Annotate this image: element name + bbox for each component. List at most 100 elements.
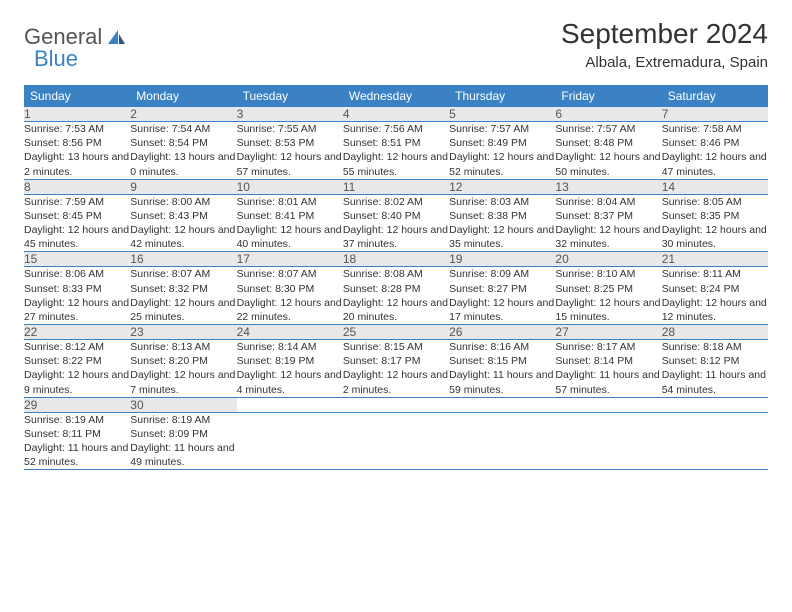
sunrise-text: Sunrise: 7:58 AM (662, 122, 768, 136)
day-detail-cell: Sunrise: 8:09 AMSunset: 8:27 PMDaylight:… (449, 267, 555, 325)
day-detail-cell: Sunrise: 8:03 AMSunset: 8:38 PMDaylight:… (449, 194, 555, 252)
day-number-row: 1234567 (24, 107, 768, 122)
day-number-cell (343, 397, 449, 412)
day-detail-cell (237, 412, 343, 470)
sunset-text: Sunset: 8:46 PM (662, 136, 768, 150)
day-number-cell: 22 (24, 325, 130, 340)
sunrise-text: Sunrise: 8:13 AM (130, 340, 236, 354)
day-number-cell: 30 (130, 397, 236, 412)
day-number-cell: 14 (662, 179, 768, 194)
day-number-cell (449, 397, 555, 412)
sunrise-text: Sunrise: 8:01 AM (237, 195, 343, 209)
day-detail-cell: Sunrise: 8:08 AMSunset: 8:28 PMDaylight:… (343, 267, 449, 325)
day-detail-cell: Sunrise: 7:59 AMSunset: 8:45 PMDaylight:… (24, 194, 130, 252)
day-number-cell: 18 (343, 252, 449, 267)
day-detail-cell: Sunrise: 7:58 AMSunset: 8:46 PMDaylight:… (662, 122, 768, 180)
daylight-text: Daylight: 12 hours and 42 minutes. (130, 223, 236, 251)
day-number-cell: 1 (24, 107, 130, 122)
day-detail-cell: Sunrise: 7:55 AMSunset: 8:53 PMDaylight:… (237, 122, 343, 180)
sunset-text: Sunset: 8:22 PM (24, 354, 130, 368)
sunset-text: Sunset: 8:28 PM (343, 282, 449, 296)
sunrise-text: Sunrise: 7:56 AM (343, 122, 449, 136)
sunset-text: Sunset: 8:38 PM (449, 209, 555, 223)
day-detail-cell: Sunrise: 8:19 AMSunset: 8:11 PMDaylight:… (24, 412, 130, 470)
title-block: September 2024 Albala, Extremadura, Spai… (561, 18, 768, 71)
sunset-text: Sunset: 8:56 PM (24, 136, 130, 150)
sunset-text: Sunset: 8:53 PM (237, 136, 343, 150)
sunset-text: Sunset: 8:15 PM (449, 354, 555, 368)
sunset-text: Sunset: 8:11 PM (24, 427, 130, 441)
sunset-text: Sunset: 8:48 PM (555, 136, 661, 150)
daylight-text: Daylight: 11 hours and 49 minutes. (130, 441, 236, 469)
day-detail-cell: Sunrise: 8:18 AMSunset: 8:12 PMDaylight:… (662, 340, 768, 398)
day-detail-row: Sunrise: 7:59 AMSunset: 8:45 PMDaylight:… (24, 194, 768, 252)
day-number-cell: 29 (24, 397, 130, 412)
day-number-cell: 3 (237, 107, 343, 122)
daylight-text: Daylight: 11 hours and 54 minutes. (662, 368, 768, 396)
sunrise-text: Sunrise: 8:02 AM (343, 195, 449, 209)
day-number-cell (237, 397, 343, 412)
day-number-cell (555, 397, 661, 412)
day-detail-cell (449, 412, 555, 470)
day-number-cell: 8 (24, 179, 130, 194)
sunset-text: Sunset: 8:25 PM (555, 282, 661, 296)
day-number-cell: 7 (662, 107, 768, 122)
sunset-text: Sunset: 8:37 PM (555, 209, 661, 223)
day-detail-row: Sunrise: 8:19 AMSunset: 8:11 PMDaylight:… (24, 412, 768, 470)
day-number-cell: 5 (449, 107, 555, 122)
sunrise-text: Sunrise: 8:14 AM (237, 340, 343, 354)
day-detail-cell (555, 412, 661, 470)
daylight-text: Daylight: 12 hours and 15 minutes. (555, 296, 661, 324)
day-detail-cell: Sunrise: 7:54 AMSunset: 8:54 PMDaylight:… (130, 122, 236, 180)
sunset-text: Sunset: 8:41 PM (237, 209, 343, 223)
sunset-text: Sunset: 8:54 PM (130, 136, 236, 150)
logo-text-2-wrap: Blue (34, 46, 78, 72)
sunrise-text: Sunrise: 8:19 AM (130, 413, 236, 427)
sunset-text: Sunset: 8:35 PM (662, 209, 768, 223)
sunrise-text: Sunrise: 8:17 AM (555, 340, 661, 354)
sunrise-text: Sunrise: 8:05 AM (662, 195, 768, 209)
day-detail-cell: Sunrise: 8:15 AMSunset: 8:17 PMDaylight:… (343, 340, 449, 398)
day-detail-cell: Sunrise: 8:13 AMSunset: 8:20 PMDaylight:… (130, 340, 236, 398)
sunset-text: Sunset: 8:09 PM (130, 427, 236, 441)
sunrise-text: Sunrise: 8:18 AM (662, 340, 768, 354)
weekday-header: Thursday (449, 85, 555, 107)
day-number-cell: 24 (237, 325, 343, 340)
daylight-text: Daylight: 12 hours and 22 minutes. (237, 296, 343, 324)
daylight-text: Daylight: 12 hours and 25 minutes. (130, 296, 236, 324)
day-number-row: 891011121314 (24, 179, 768, 194)
daylight-text: Daylight: 12 hours and 2 minutes. (343, 368, 449, 396)
header: General September 2024 Albala, Extremadu… (24, 18, 768, 71)
day-number-cell: 26 (449, 325, 555, 340)
sunset-text: Sunset: 8:27 PM (449, 282, 555, 296)
day-detail-cell: Sunrise: 8:16 AMSunset: 8:15 PMDaylight:… (449, 340, 555, 398)
daylight-text: Daylight: 12 hours and 40 minutes. (237, 223, 343, 251)
day-number-cell: 10 (237, 179, 343, 194)
day-number-cell: 19 (449, 252, 555, 267)
day-detail-cell: Sunrise: 8:02 AMSunset: 8:40 PMDaylight:… (343, 194, 449, 252)
sunset-text: Sunset: 8:20 PM (130, 354, 236, 368)
sunset-text: Sunset: 8:49 PM (449, 136, 555, 150)
sunrise-text: Sunrise: 8:07 AM (237, 267, 343, 281)
sunset-text: Sunset: 8:12 PM (662, 354, 768, 368)
sunrise-text: Sunrise: 7:57 AM (555, 122, 661, 136)
day-number-cell: 15 (24, 252, 130, 267)
day-detail-cell: Sunrise: 8:12 AMSunset: 8:22 PMDaylight:… (24, 340, 130, 398)
day-detail-cell: Sunrise: 8:19 AMSunset: 8:09 PMDaylight:… (130, 412, 236, 470)
day-detail-cell: Sunrise: 7:57 AMSunset: 8:48 PMDaylight:… (555, 122, 661, 180)
sunrise-text: Sunrise: 8:11 AM (662, 267, 768, 281)
day-detail-cell: Sunrise: 7:56 AMSunset: 8:51 PMDaylight:… (343, 122, 449, 180)
day-detail-cell: Sunrise: 8:05 AMSunset: 8:35 PMDaylight:… (662, 194, 768, 252)
day-detail-cell: Sunrise: 8:01 AMSunset: 8:41 PMDaylight:… (237, 194, 343, 252)
sunrise-text: Sunrise: 8:00 AM (130, 195, 236, 209)
day-number-cell: 11 (343, 179, 449, 194)
sunrise-text: Sunrise: 8:03 AM (449, 195, 555, 209)
daylight-text: Daylight: 12 hours and 32 minutes. (555, 223, 661, 251)
day-number-row: 15161718192021 (24, 252, 768, 267)
daylight-text: Daylight: 11 hours and 59 minutes. (449, 368, 555, 396)
calendar-table: Sunday Monday Tuesday Wednesday Thursday… (24, 85, 768, 470)
weekday-header: Saturday (662, 85, 768, 107)
sunset-text: Sunset: 8:40 PM (343, 209, 449, 223)
sunrise-text: Sunrise: 8:08 AM (343, 267, 449, 281)
sunrise-text: Sunrise: 8:16 AM (449, 340, 555, 354)
